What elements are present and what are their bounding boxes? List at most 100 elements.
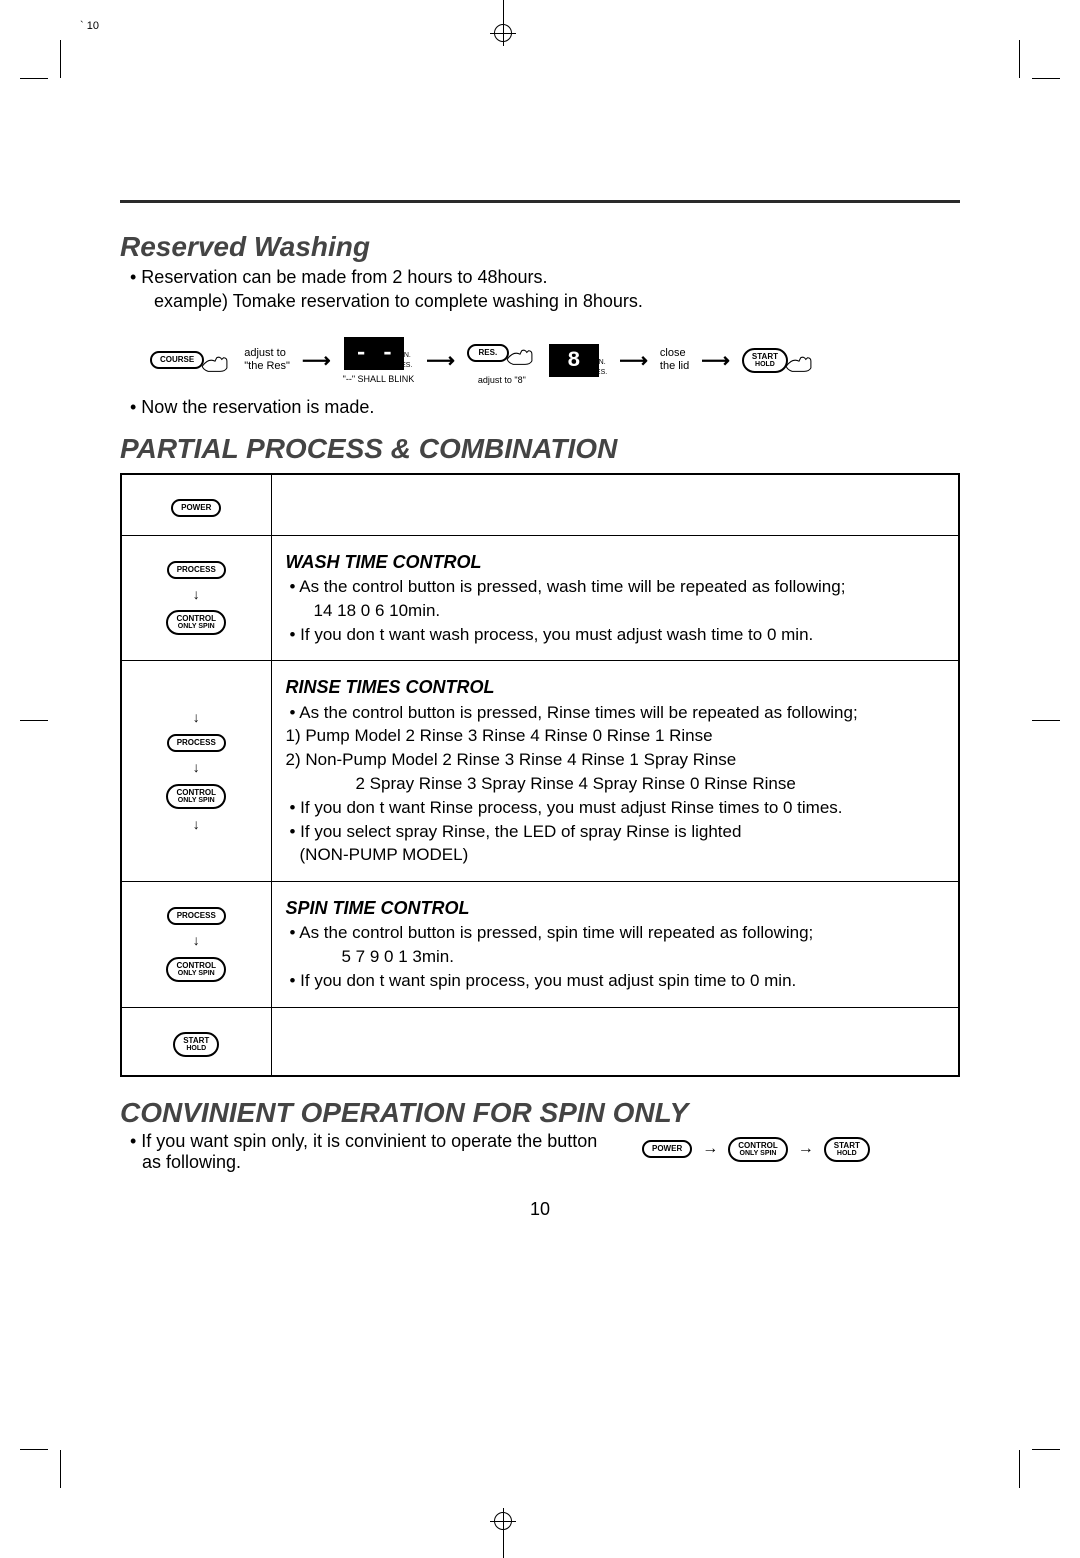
rinse-l4: 2 Spray Rinse 3 Spray Rinse 4 Spray Rins… xyxy=(356,772,945,796)
spin-title: SPIN TIME CONTROL xyxy=(286,896,945,921)
min-label: MIN. xyxy=(396,351,411,360)
crop-mark xyxy=(20,78,48,79)
down-arrow-icon: ↓ xyxy=(193,585,200,605)
close-1: close xyxy=(660,347,689,360)
reserved-line1: • Reservation can be made from 2 hours t… xyxy=(142,265,960,289)
spin-only-section: CONVINIENT OPERATION FOR SPIN ONLY • If … xyxy=(120,1097,960,1173)
min-res-label: MIN. RES. xyxy=(396,351,412,369)
rinse-l6: • If you select spray Rinse, the LED of … xyxy=(300,820,945,844)
page-number: 10 xyxy=(120,1199,960,1220)
control-label: CONTROL xyxy=(176,962,216,970)
arrow-icon: → xyxy=(798,1140,814,1158)
adjust8-note: adjust to "8" xyxy=(478,375,526,385)
min-label: MIN. xyxy=(591,358,606,367)
process-button: PROCESS xyxy=(167,561,226,579)
heading-partial: PARTIAL PROCESS & COMBINATION xyxy=(120,433,960,465)
process-table: POWER PROCESS ↓ CONTROL ONLY SPIN WASH T… xyxy=(120,473,960,1077)
rinse-l2: 1) Pump Model 2 Rinse 3 Rinse 4 Rinse 0 … xyxy=(286,724,945,748)
min-res-label: MIN. RES. xyxy=(591,358,607,376)
start-label: START xyxy=(183,1037,209,1045)
crop-mark xyxy=(20,1449,48,1450)
wash-l2: 14 18 0 6 10min. xyxy=(314,599,945,623)
spinonly-text: • If you want spin only, it is convinien… xyxy=(142,1131,612,1173)
hold-label: HOLD xyxy=(186,1045,206,1052)
control-label: CONTROL xyxy=(176,789,216,797)
down-arrow-icon: ↓ xyxy=(193,758,200,778)
hold-label: HOLD xyxy=(755,361,775,368)
crop-mark xyxy=(1032,78,1060,79)
process-button: PROCESS xyxy=(167,734,226,752)
crop-mark xyxy=(60,40,61,78)
spin-cell: SPIN TIME CONTROL • As the control butto… xyxy=(271,882,959,1008)
table-row: POWER xyxy=(121,474,959,536)
close-lid-label: close the lid xyxy=(660,347,689,373)
control-spin-button: CONTROL ONLY SPIN xyxy=(166,610,226,635)
only-spin-label: ONLY SPIN xyxy=(178,623,215,630)
top-rule xyxy=(120,200,960,203)
control-spin-button: CONTROL ONLY SPIN xyxy=(166,957,226,982)
rinse-l7: (NON-PUMP MODEL) xyxy=(300,843,945,867)
hand-icon xyxy=(198,349,232,378)
wash-title: WASH TIME CONTROL xyxy=(286,550,945,575)
course-button: COURSE xyxy=(150,351,204,369)
table-row: START HOLD xyxy=(121,1007,959,1076)
control-spin-button: CONTROL ONLY SPIN xyxy=(728,1137,788,1162)
power-button: POWER xyxy=(171,499,221,517)
hand-icon xyxy=(503,342,537,371)
spin-sequence: POWER → CONTROL ONLY SPIN → START HOLD xyxy=(642,1137,870,1162)
only-spin-label: ONLY SPIN xyxy=(178,797,215,804)
res-small-label: RES. xyxy=(396,361,412,370)
heading-spinonly: CONVINIENT OPERATION FOR SPIN ONLY xyxy=(120,1097,960,1129)
arrow-icon: ⟶ xyxy=(619,348,648,373)
table-row: PROCESS ↓ CONTROL ONLY SPIN WASH TIME CO… xyxy=(121,535,959,661)
crop-mark xyxy=(20,720,48,721)
control-label: CONTROL xyxy=(738,1142,778,1150)
spin-l3: • If you don t want spin process, you mu… xyxy=(300,969,945,993)
rinse-l5: • If you don t want Rinse process, you m… xyxy=(300,796,945,820)
close-2: the lid xyxy=(660,360,689,373)
spin-l1: • As the control button is pressed, spin… xyxy=(300,921,945,945)
crop-mark xyxy=(60,1450,61,1488)
table-row: PROCESS ↓ CONTROL ONLY SPIN SPIN TIME CO… xyxy=(121,882,959,1008)
start-hold-button: START HOLD xyxy=(824,1137,870,1162)
wash-l3: • If you don t want wash process, you mu… xyxy=(300,623,945,647)
process-flow: PROCESS ↓ CONTROL ONLY SPIN xyxy=(128,907,265,982)
rinse-title: RINSE TIMES CONTROL xyxy=(286,675,945,700)
start-hold-button: START HOLD xyxy=(173,1032,219,1057)
rinse-l3: 2) Non-Pump Model 2 Rinse 3 Rinse 4 Rins… xyxy=(286,748,945,772)
only-spin-label: ONLY SPIN xyxy=(178,970,215,977)
arrow-icon: → xyxy=(702,1140,718,1158)
reserved-line2: example) Tomake reservation to complete … xyxy=(154,289,960,313)
wash-l1: • As the control button is pressed, wash… xyxy=(300,575,945,599)
hand-icon xyxy=(782,349,816,378)
power-button: POWER xyxy=(642,1140,692,1158)
arrow-icon: ⟶ xyxy=(426,348,455,373)
start-label: START xyxy=(834,1142,860,1150)
down-arrow-icon: ↓ xyxy=(193,708,200,728)
table-row: ↓ PROCESS ↓ CONTROL ONLY SPIN ↓ RINSE TI… xyxy=(121,661,959,882)
crop-mark xyxy=(1032,720,1060,721)
page-marker: ` 10 xyxy=(80,20,99,32)
process-flow: ↓ PROCESS ↓ CONTROL ONLY SPIN ↓ xyxy=(128,708,265,834)
adjust-res-2: "the Res" xyxy=(244,360,290,373)
down-arrow-icon: ↓ xyxy=(193,815,200,835)
heading-reserved: Reserved Washing xyxy=(120,231,960,263)
wash-cell: WASH TIME CONTROL • As the control butto… xyxy=(271,535,959,661)
hold-label: HOLD xyxy=(837,1150,857,1157)
control-label: CONTROL xyxy=(176,615,216,623)
blink-note: "--" SHALL BLINK xyxy=(343,374,415,384)
process-flow: PROCESS ↓ CONTROL ONLY SPIN xyxy=(128,561,265,636)
adjust-res-label: adjust to "the Res" xyxy=(244,347,290,373)
adjust-res-1: adjust to xyxy=(244,347,290,360)
arrow-icon: ⟶ xyxy=(302,348,331,373)
down-arrow-icon: ↓ xyxy=(193,931,200,951)
crop-mark xyxy=(1019,1450,1020,1488)
reserved-diagram: COURSE adjust to "the Res" ⟶ - - MIN. RE… xyxy=(150,336,960,385)
control-spin-button: CONTROL ONLY SPIN xyxy=(166,784,226,809)
process-button: PROCESS xyxy=(167,907,226,925)
crop-mark xyxy=(1032,1449,1060,1450)
start-label: START xyxy=(752,353,778,361)
crop-mark xyxy=(1019,40,1020,78)
rinse-l1: • As the control button is pressed, Rins… xyxy=(300,701,945,725)
spin-l2: 5 7 9 0 1 3min. xyxy=(342,945,945,969)
